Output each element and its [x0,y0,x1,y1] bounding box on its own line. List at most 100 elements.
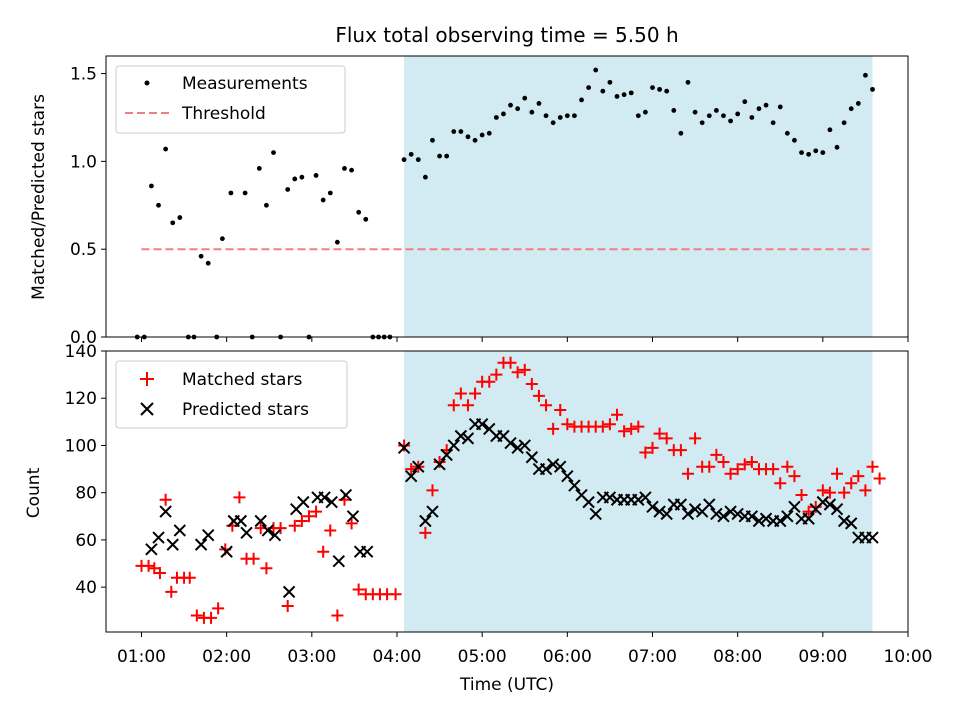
predicted-star-point [561,469,574,483]
measurement-point [472,137,478,143]
y-tick-label: 0.5 [70,240,97,260]
matched-star-point [190,609,203,622]
measurement-point [313,173,319,178]
matched-star-point [873,472,886,485]
measurement-point [219,236,225,242]
matched-star-point [611,408,624,421]
x-tick-label: 07:00 [628,647,677,667]
measurement-point [706,113,712,119]
predicted-star-point [518,439,531,452]
predicted-star-point [440,448,453,462]
predicted-star-point [404,469,418,483]
matched-star-point [823,486,836,499]
measurement-point [508,102,513,108]
matched-star-point [724,467,737,480]
matched-star-point [324,524,337,537]
matched-star-point [653,427,666,440]
measurement-point [557,115,563,120]
measurement-point [401,157,407,163]
measurement-point [593,67,599,73]
measurement-point [607,79,613,85]
predicted-star-point [589,507,602,521]
measurement-point [671,108,677,113]
matched-star-point [703,460,716,473]
measurement-point [628,90,634,96]
measurement-point [242,190,248,196]
matched-star-point [809,500,822,513]
measurement-point [342,166,347,171]
measurement-point [657,86,662,92]
matched-star-point [596,420,609,433]
matched-star-point [831,467,844,480]
matched-star-point [419,526,432,539]
matched-star-point [795,489,808,502]
predicted-star-point [166,538,179,551]
predicted-star-point [582,495,595,509]
predicted-star-point [539,462,553,476]
x-tick-label: 10:00 [884,647,933,667]
matched-star-point [165,585,178,598]
measurement-point [320,197,326,203]
measurement-point [813,148,819,154]
legend-measurements-marker [144,80,150,86]
measurement-point [600,88,606,94]
predicted-star-point [318,491,331,504]
predicted-star-point [475,417,489,431]
matched-star-point [345,517,358,530]
measurement-point [163,146,169,152]
measurement-point [678,130,684,136]
matched-star-point [142,559,155,572]
matched-star-point [774,477,787,490]
measurement-point [550,120,556,126]
x-tick-label: 05:00 [458,647,507,667]
measurement-point [635,113,641,119]
matched-star-point [153,566,166,579]
measurement-point [841,120,847,126]
y-tick-label: 140 [65,342,97,362]
x-tick-label: 06:00 [543,647,592,667]
matched-star-point [646,441,659,454]
predicted-star-point [504,436,517,450]
measurement-point [572,113,577,119]
measurement-point [863,72,868,78]
predicted-star-point [653,505,666,518]
predicted-star-point [152,531,165,544]
measurement-point [870,86,875,92]
top-panel: 0.0 0.5 1.0 1.5 Flux total observing time =… [29,23,909,348]
matched-star-point [295,515,308,528]
measurement-point [579,97,584,103]
measurement-point [408,151,414,157]
legend-matched-label: Matched stars [182,370,302,390]
matched-star-point [205,611,218,624]
measurement-point [299,174,305,180]
predicted-star-point [173,524,187,537]
measurement-point [292,176,298,182]
bottom-y-axis-label: Count [24,467,44,518]
bottom-legend: Matched stars Predicted stars [115,360,348,429]
measurement-point [586,85,592,91]
matched-star-point [689,432,702,445]
measurement-point [479,132,485,138]
y-tick-label: 60 [75,531,97,551]
predicted-star-point [268,528,282,542]
measurement-point [536,101,542,106]
measurement-point [515,106,521,112]
matched-star-point [838,486,851,499]
y-tick-label: 0.0 [70,328,97,348]
matched-star-point [816,484,829,497]
measurement-point [749,115,755,120]
matched-star-point [866,460,879,473]
matched-star-point [454,387,467,400]
matched-star-point [781,460,794,473]
matched-star-point [331,609,344,622]
matched-star-point [233,491,246,504]
matched-star-point [469,387,482,400]
predicted-star-point [297,495,310,509]
measurement-point [848,106,854,112]
y-tick-label: 40 [75,578,97,598]
measurement-point [198,253,204,259]
matched-star-point [532,389,545,402]
legend-predicted-label: Predicted stars [182,400,309,420]
measurement-point [334,239,340,245]
